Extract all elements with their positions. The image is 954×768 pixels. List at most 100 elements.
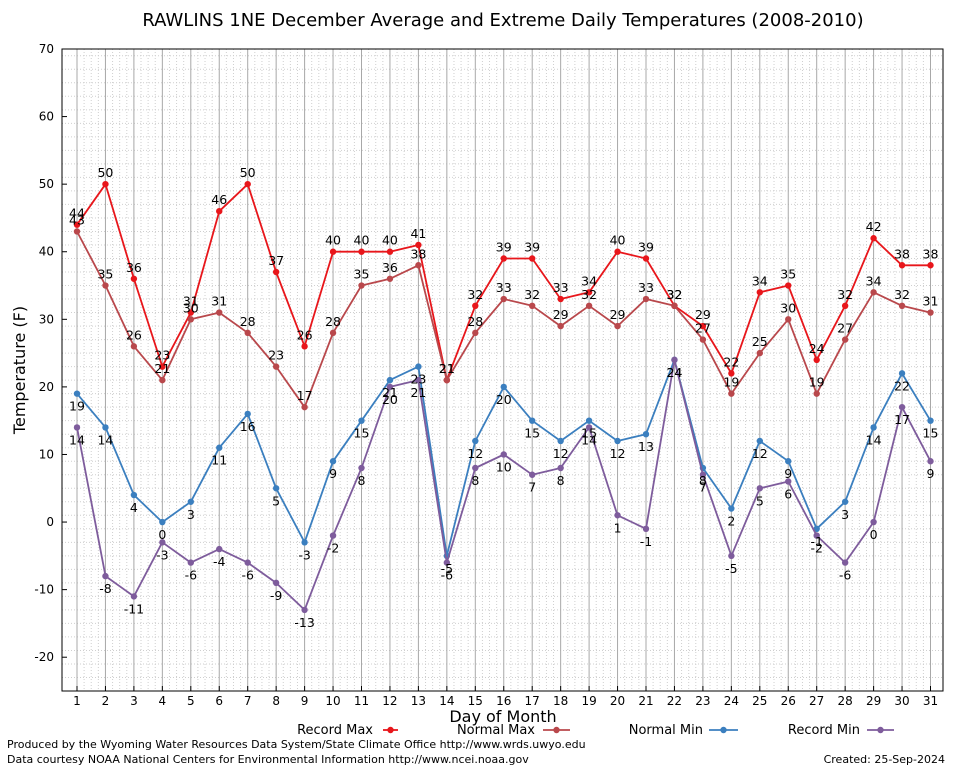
normal-min-data-label: 20 <box>496 392 512 407</box>
normal-min-data-label: 3 <box>187 507 195 522</box>
normal-max-data-label: 29 <box>553 307 569 322</box>
record-min-data-label: -3 <box>156 547 168 562</box>
normal-min-point <box>187 498 194 505</box>
record-min-point <box>301 606 308 614</box>
series-group <box>73 180 934 614</box>
normal-max-point <box>500 295 507 303</box>
record-min-point <box>73 424 81 431</box>
record-max-data-label: 36 <box>126 260 142 275</box>
legend-label: Record Max <box>297 723 373 738</box>
normal-min-data-label: 3 <box>841 507 849 522</box>
normal-min-data-label: 15 <box>354 426 370 441</box>
normal-max-point <box>699 336 707 343</box>
record-max-point <box>301 343 308 350</box>
normal-min-point <box>813 525 820 533</box>
legend-label: Normal Min <box>629 723 703 738</box>
normal-max-point <box>927 309 934 316</box>
normal-min-point <box>585 417 593 424</box>
record-max-data-label: 32 <box>467 287 483 302</box>
normal-max-series <box>73 228 934 411</box>
record-max-data-label: 41 <box>410 226 426 241</box>
normal-min-point <box>557 437 564 445</box>
normal-min-data-label: 15 <box>581 426 597 441</box>
legend-marker <box>877 726 884 734</box>
y-tick-label: 40 <box>39 245 54 259</box>
normal-min-point <box>329 458 337 465</box>
normal-min-data-label: 2 <box>727 514 735 529</box>
normal-min-point <box>358 417 365 424</box>
record-max-data-label: 39 <box>638 239 654 254</box>
record-max-data-label: 38 <box>894 246 910 261</box>
record-max-point <box>870 235 877 242</box>
normal-max-data-label: 30 <box>183 300 199 315</box>
normal-min-data-label: 15 <box>923 426 939 441</box>
normal-max-point <box>529 302 536 309</box>
normal-max-data-label: 32 <box>524 287 540 302</box>
normal-min-point <box>386 376 394 384</box>
record-max-data-label: 38 <box>923 246 939 261</box>
record-max-data-label: 46 <box>211 192 227 207</box>
record-max-point <box>130 275 138 282</box>
normal-max-data-label: 33 <box>496 280 512 295</box>
record-max-point <box>272 268 280 276</box>
normal-min-data-label: -5 <box>441 561 453 576</box>
record-max-point <box>358 248 365 255</box>
record-min-data-label: -6 <box>839 568 852 583</box>
x-tick-label: 31 <box>923 694 938 708</box>
normal-min-data-label: 0 <box>158 527 166 542</box>
record-min-data-label: 5 <box>756 493 764 508</box>
record-max-data-label: 44 <box>69 206 85 221</box>
record-max-data-label: 50 <box>97 165 113 180</box>
record-max-point <box>557 295 564 303</box>
legend-item-record-min: Record Min <box>788 723 894 738</box>
normal-min-data-label: 14 <box>97 432 113 447</box>
record-min-point <box>557 464 564 472</box>
record-max-data-label: 39 <box>524 239 540 254</box>
normal-max-data-label: 26 <box>126 327 142 342</box>
x-tick-label: 16 <box>496 694 511 708</box>
normal-min-data-label: 19 <box>69 399 85 414</box>
normal-min-data-label: 22 <box>894 378 910 393</box>
normal-max-point <box>642 295 650 303</box>
record-min-point <box>472 464 479 472</box>
x-tick-label: 18 <box>553 694 568 708</box>
normal-max-data-label: 30 <box>780 300 796 315</box>
normal-min-data-label: 13 <box>638 439 654 454</box>
normal-max-point <box>301 403 308 411</box>
record-min-data-label: -13 <box>294 615 314 630</box>
normal-max-data-label: 35 <box>354 267 370 282</box>
record-max-point <box>159 363 166 370</box>
record-max-point <box>756 289 763 296</box>
x-tick-label: 21 <box>638 694 653 708</box>
record-min-data-label: 6 <box>784 487 792 502</box>
record-min-point <box>329 532 337 539</box>
plot-frame <box>61 48 944 692</box>
record-max-point <box>216 207 223 215</box>
record-max-point <box>386 248 394 255</box>
grid <box>62 49 943 692</box>
normal-max-data-label: 32 <box>666 287 682 302</box>
record-max-point <box>642 255 650 262</box>
record-min-point <box>671 356 678 364</box>
x-tick-label: 3 <box>130 694 138 708</box>
record-min-data-label: -4 <box>213 554 226 569</box>
normal-min-point <box>841 498 849 505</box>
record-max-data-label: 32 <box>837 287 853 302</box>
normal-min-point <box>927 417 934 424</box>
x-tick-label: 27 <box>809 694 824 708</box>
record-min-point <box>244 559 251 566</box>
normal-max-data-label: 43 <box>69 212 85 227</box>
normal-max-data-label: 28 <box>240 314 256 329</box>
record-min-data-label: 24 <box>666 365 682 380</box>
x-tick-label: 26 <box>781 694 796 708</box>
x-tick-label: 10 <box>325 694 340 708</box>
footer-created: Created: 25-Sep-2024 <box>824 753 945 766</box>
normal-max-point <box>216 309 223 316</box>
record-min-point <box>785 478 792 485</box>
normal-max-data-label: 21 <box>439 361 455 376</box>
record-min-data-label: -9 <box>270 588 283 603</box>
record-min-data-label: -2 <box>810 541 822 556</box>
record-min-point <box>443 559 451 566</box>
normal-max-point <box>870 289 877 296</box>
record-max-data-label: 34 <box>752 273 768 288</box>
